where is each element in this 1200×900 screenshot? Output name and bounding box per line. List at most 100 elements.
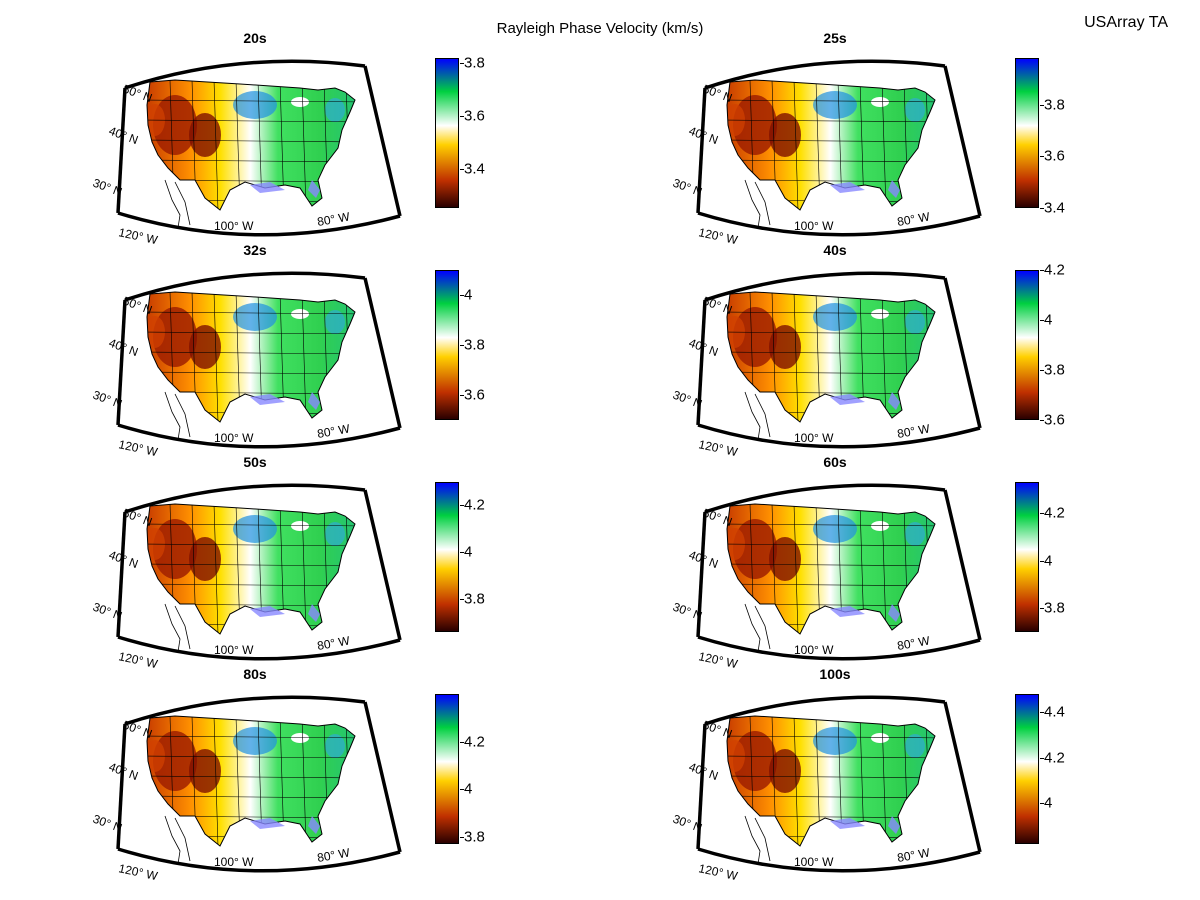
colorbar-tick-label: 4	[464, 286, 473, 304]
colorbar-ticks: 3.4 3.6 3.8	[460, 54, 520, 208]
panel-title: 40s	[823, 242, 847, 258]
colorbar	[1015, 270, 1039, 420]
colorbar-ticks: 3.8 4 4.2	[460, 694, 520, 846]
map-panel-60s: 60s 50° N 40° N 30° N 120° W 100° W 80° W 3.8 4 4…	[580, 454, 1140, 671]
colorbar-tick-label: 4.2	[1044, 504, 1065, 522]
lon-label-100w: 100° W	[794, 219, 834, 233]
panel-title: 20s	[243, 30, 267, 46]
colorbar	[435, 482, 459, 632]
lon-label-100w: 100° W	[794, 431, 834, 445]
lon-label-100w: 100° W	[214, 855, 254, 869]
colorbar	[435, 58, 459, 208]
colorbar-tick-label: 3.6	[1044, 411, 1065, 429]
colorbar-tick-mark	[460, 599, 464, 601]
lon-label-80w: 80° W	[316, 845, 351, 865]
colorbar-tick-mark	[460, 836, 464, 838]
colorbar-tick-mark	[1040, 270, 1044, 271]
colorbar-tick-mark	[1040, 156, 1044, 158]
map-panel-50s: 50s 50° N 40° N 30° N 120° W 100° W 80° W 3.8 4 4…	[0, 454, 560, 671]
colorbar-tick-mark	[460, 63, 464, 65]
colorbar-tick-mark	[460, 168, 464, 170]
colorbar-tick-mark	[460, 295, 464, 296]
colorbar-tick-mark	[1040, 420, 1044, 421]
lon-label-100w: 100° W	[794, 855, 834, 869]
colorbar	[1015, 482, 1039, 632]
colorbar-tick-mark	[460, 505, 464, 507]
colorbar	[435, 694, 459, 844]
lon-label-80w: 80° W	[316, 633, 351, 653]
colorbar-ticks: 3.6 3.8 4 4.2	[1040, 262, 1100, 429]
colorbar-tick-mark	[1040, 208, 1044, 209]
dataset-label: USArray TA	[1084, 14, 1168, 31]
colorbar-tick-label: 3.8	[1044, 599, 1065, 617]
colorbar-tick-mark	[1040, 320, 1044, 321]
colorbar-tick-label: 4.4	[1044, 703, 1065, 721]
map-panel-25s: 25s 50° N 40° N 30° N 120° W 100° W 80° W 3.4 3.…	[580, 30, 1140, 247]
colorbar-tick-mark	[460, 395, 464, 396]
lon-label-80w: 80° W	[896, 209, 931, 229]
colorbar-tick-mark	[1040, 608, 1044, 610]
panel-title: 50s	[243, 454, 267, 470]
colorbar-tick-mark	[1040, 803, 1044, 805]
colorbar-tick-mark	[1040, 370, 1044, 371]
colorbar-tick-mark	[1040, 512, 1044, 514]
colorbar-tick-mark	[460, 552, 464, 554]
lon-label-80w: 80° W	[896, 633, 931, 653]
colorbar	[1015, 694, 1039, 844]
lon-label-100w: 100° W	[214, 219, 254, 233]
lon-label-80w: 80° W	[896, 421, 931, 441]
colorbar-tick-label: 3.8	[1044, 361, 1065, 379]
colorbar-tick-label: 3.4	[1044, 199, 1065, 217]
map-panel-40s: 40s 50° N 40° N 30° N 120° W 100° W 80° W 3.6 3.…	[580, 242, 1140, 459]
lon-label-80w: 80° W	[896, 845, 931, 865]
colorbar-tick-label: 4.2	[464, 496, 485, 514]
colorbar-tick-mark	[460, 789, 464, 791]
colorbar-tick-label: 3.6	[1044, 147, 1065, 165]
colorbar-tick-mark	[1040, 104, 1044, 106]
colorbar-ticks: 3.8 4 4.2	[1040, 482, 1100, 632]
lon-label-80w: 80° W	[316, 421, 351, 441]
colorbar-tick-label: 3.8	[464, 54, 485, 72]
colorbar-tick-label: 3.8	[464, 828, 485, 846]
colorbar-tick-label: 3.8	[464, 336, 485, 354]
panel-title: 100s	[819, 666, 851, 682]
colorbar-tick-label: 3.8	[1044, 96, 1065, 114]
colorbar-ticks: 3.4 3.6 3.8	[1040, 58, 1100, 217]
colorbar-tick-label: 4	[464, 543, 473, 561]
colorbar-tick-mark	[1040, 560, 1044, 562]
map-panel-20s: 20s 50° N 40° N 30° N 120° W 100° W 80° W 3.4 3.…	[0, 30, 560, 247]
colorbar-ticks: 3.6 3.8 4	[460, 270, 520, 420]
colorbar-tick-label: 4	[1044, 311, 1053, 329]
colorbar-tick-label: 3.6	[464, 107, 485, 125]
colorbar-tick-label: 3.4	[464, 160, 485, 178]
colorbar-tick-label: 3.6	[464, 386, 485, 404]
colorbar-tick-label: 4	[1044, 552, 1053, 570]
colorbar-tick-mark	[1040, 712, 1044, 714]
colorbar-tick-mark	[460, 345, 464, 346]
lon-label-100w: 100° W	[214, 431, 254, 445]
lon-label-80w: 80° W	[316, 209, 351, 229]
panel-title: 32s	[243, 242, 267, 258]
panel-title: 80s	[243, 666, 267, 682]
panel-title: 60s	[823, 454, 847, 470]
colorbar-tick-label: 4.2	[1044, 749, 1065, 767]
colorbar-tick-label: 3.8	[464, 590, 485, 608]
figure-title: Rayleigh Phase Velocity (km/s)	[496, 20, 704, 37]
colorbar	[1015, 58, 1039, 208]
map-panel-32s: 32s 50° N 40° N 30° N 120° W 100° W 80° W 3.6 3.…	[0, 242, 560, 459]
colorbar-tick-mark	[460, 115, 464, 117]
lon-label-100w: 100° W	[794, 643, 834, 657]
colorbar-ticks: 3.8 4 4.2	[460, 482, 520, 632]
panel-title: 25s	[823, 30, 847, 46]
colorbar-ticks: 4 4.2 4.4	[1040, 694, 1100, 844]
lon-label-120w: 120° W	[697, 861, 739, 883]
colorbar	[435, 270, 459, 420]
colorbar-tick-mark	[1040, 757, 1044, 759]
